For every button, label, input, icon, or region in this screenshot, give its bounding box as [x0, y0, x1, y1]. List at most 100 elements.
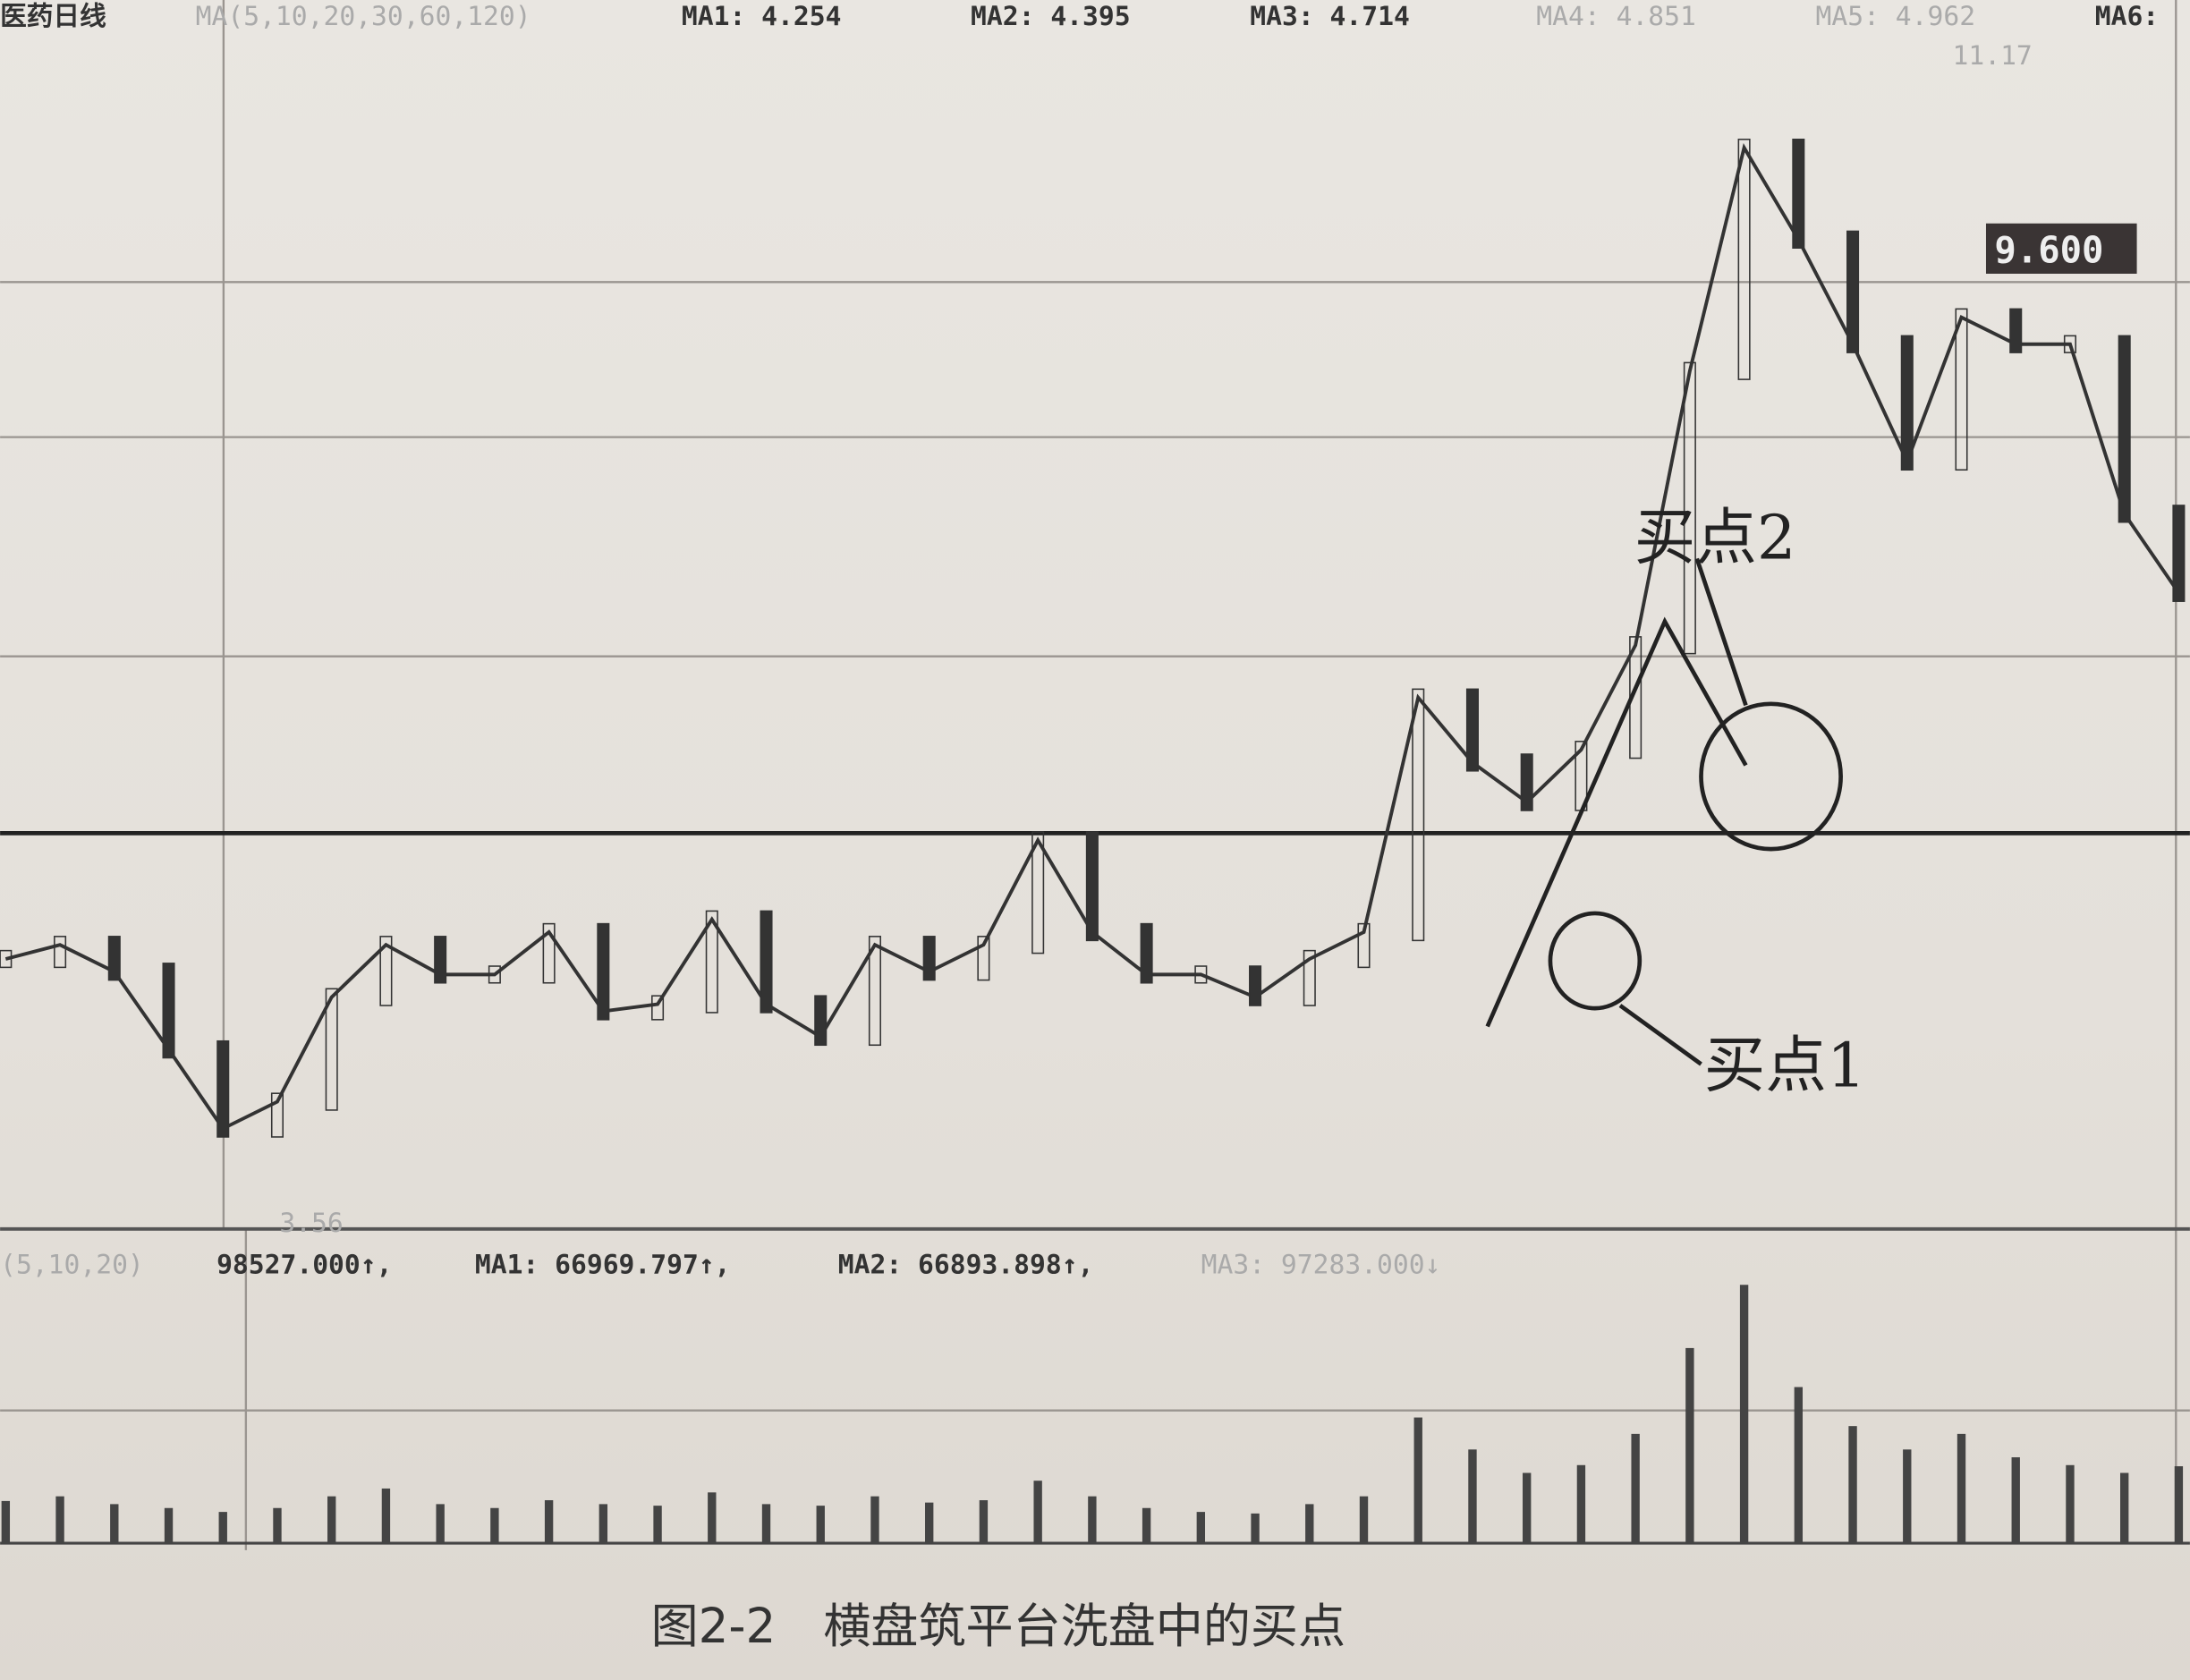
- volume-bar: [1251, 1513, 1260, 1544]
- candle: [0, 949, 13, 969]
- candle: [977, 936, 990, 981]
- volume-header: (5,10,20) 98527.000↑, MA1: 66969.797↑, M…: [0, 1249, 1440, 1280]
- candle: [705, 910, 718, 1014]
- candle: [1465, 688, 1479, 772]
- volume-bar: [2011, 1457, 2020, 1544]
- volume-value: 98527.000↑,: [216, 1249, 392, 1280]
- candle: [1683, 361, 1696, 655]
- volume-ma3: MA3: 97283.000↓: [1201, 1249, 1441, 1280]
- volume-bar: [110, 1504, 119, 1544]
- candle: [2009, 308, 2023, 353]
- candle: [1249, 965, 1262, 1006]
- header-ma3: MA3: 4.714: [1250, 0, 1410, 31]
- volume-bar: [1196, 1512, 1206, 1544]
- volume-bar: [55, 1496, 64, 1544]
- volume-bar: [273, 1507, 282, 1544]
- volume-bar: [327, 1496, 336, 1544]
- header-ma4: MA4: 4.851: [1536, 0, 1696, 31]
- header-ma5: MA5: 4.962: [1816, 0, 1976, 31]
- buy-point-1-annotation: [1548, 911, 1702, 1066]
- volume-bar: [2120, 1472, 2129, 1544]
- header-stock: 医药日线: [0, 0, 106, 31]
- candle: [814, 995, 828, 1047]
- volume-bar: [1848, 1426, 1857, 1544]
- price-tag-bg: [1985, 223, 2137, 274]
- candle: [54, 936, 67, 969]
- candle: [1357, 922, 1371, 969]
- header-ma6: MA6:: [2095, 0, 2159, 31]
- price-header: 医药日线 MA(5,10,20,30,60,120) MA1: 4.254 MA…: [0, 0, 2159, 31]
- candle: [1846, 230, 1860, 353]
- low-label: 3.56: [279, 1207, 343, 1238]
- candle: [542, 922, 556, 984]
- buy-point-2-label: 买点2: [1634, 502, 1796, 573]
- volume-bar: [1631, 1433, 1640, 1544]
- candle: [1031, 831, 1045, 955]
- volume-bar: [490, 1507, 499, 1544]
- volume-bar: [816, 1506, 825, 1544]
- volume-bar: [761, 1504, 771, 1544]
- candle: [379, 936, 393, 1006]
- candle: [1412, 688, 1425, 942]
- volume-bar: [1305, 1504, 1314, 1544]
- volume-bar: [1468, 1449, 1477, 1544]
- price-marks: [0, 138, 2186, 1138]
- candle: [325, 988, 338, 1111]
- candle: [1520, 753, 1533, 811]
- volume-bar: [2066, 1464, 2075, 1544]
- figure-caption: 图2-2 横盘筑平台洗盘中的买点: [651, 1599, 1345, 1654]
- candle: [760, 910, 773, 1014]
- candle: [162, 963, 175, 1059]
- candle: [107, 936, 121, 981]
- volume-bar: [1903, 1449, 1912, 1544]
- candle: [1303, 949, 1316, 1006]
- volume-bar: [1576, 1464, 1586, 1544]
- volume-bar: [598, 1504, 608, 1544]
- buy-point-2-annotation: [1485, 557, 1843, 1028]
- candle: [270, 1092, 284, 1138]
- candle: [2063, 335, 2076, 353]
- candle: [1085, 831, 1099, 942]
- candle: [1955, 308, 1968, 471]
- volume-bar: [1033, 1481, 1042, 1544]
- volume-ma1: MA1: 66969.797↑,: [475, 1249, 731, 1280]
- volume-bar: [1739, 1285, 1749, 1544]
- candle: [1792, 138, 1805, 249]
- candle: [216, 1039, 230, 1138]
- volume-bar: [544, 1500, 554, 1544]
- candle: [1140, 922, 1153, 984]
- header-ma-params: MA(5,10,20,30,60,120): [196, 0, 531, 31]
- volume-bar: [218, 1512, 227, 1544]
- candle: [488, 965, 501, 984]
- volume-bar: [164, 1507, 174, 1544]
- volume-bar: [1, 1500, 11, 1544]
- volume-bar: [979, 1500, 989, 1544]
- candle: [1737, 138, 1751, 380]
- volume-bar: [870, 1496, 879, 1544]
- high-label: 11.17: [1953, 39, 2033, 71]
- volume-bar: [381, 1488, 391, 1544]
- volume-bar: [653, 1506, 662, 1544]
- header-ma1: MA1: 4.254: [682, 0, 842, 31]
- volume-bar: [1359, 1496, 1369, 1544]
- volume-bar: [1413, 1417, 1422, 1544]
- candle: [2118, 335, 2131, 523]
- candle: [922, 936, 936, 981]
- volume-bar: [1142, 1507, 1151, 1544]
- volume-ma2: MA2: 66893.898↑,: [838, 1249, 1094, 1280]
- volume-marks: [1, 1285, 2184, 1544]
- candle: [651, 995, 665, 1021]
- volume-params: (5,10,20): [0, 1249, 144, 1280]
- volume-bar: [1088, 1496, 1097, 1544]
- candle: [1194, 965, 1208, 984]
- volume-bar: [436, 1504, 445, 1544]
- price-tag: 9.600: [1994, 228, 2103, 271]
- header-ma2: MA2: 4.395: [971, 0, 1131, 31]
- candle: [597, 922, 610, 1021]
- volume-bar: [1523, 1472, 1532, 1544]
- volume-bar: [708, 1492, 717, 1544]
- volume-bar: [1685, 1347, 1694, 1544]
- buy-point-1-label: 买点1: [1704, 1031, 1866, 1102]
